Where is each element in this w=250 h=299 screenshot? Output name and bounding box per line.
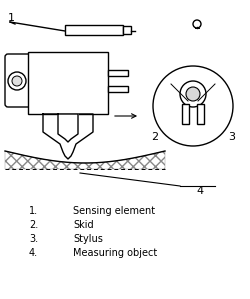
- Circle shape: [180, 81, 206, 107]
- Text: 1: 1: [8, 13, 15, 23]
- Text: 2.: 2.: [29, 220, 38, 230]
- Bar: [108, 70, 128, 76]
- Bar: [197, 104, 204, 124]
- Text: 4.: 4.: [29, 248, 38, 258]
- Text: 3: 3: [228, 132, 235, 142]
- Bar: [65, 25, 123, 35]
- Bar: [28, 52, 108, 114]
- Bar: [123, 26, 131, 34]
- Polygon shape: [43, 114, 93, 159]
- Text: 3.: 3.: [29, 234, 38, 244]
- Text: Skid: Skid: [73, 220, 94, 230]
- Text: Measuring object: Measuring object: [73, 248, 157, 258]
- Text: Sensing element: Sensing element: [73, 206, 155, 216]
- Circle shape: [186, 87, 200, 101]
- FancyBboxPatch shape: [5, 54, 33, 107]
- Circle shape: [153, 66, 233, 146]
- Circle shape: [193, 20, 201, 28]
- Circle shape: [8, 72, 26, 90]
- Text: 4: 4: [196, 186, 203, 196]
- Bar: [182, 104, 189, 124]
- Polygon shape: [58, 114, 78, 142]
- Text: Stylus: Stylus: [73, 234, 103, 244]
- Text: 1.: 1.: [29, 206, 38, 216]
- Text: 2: 2: [152, 132, 158, 142]
- Bar: [108, 86, 128, 92]
- Circle shape: [12, 76, 22, 86]
